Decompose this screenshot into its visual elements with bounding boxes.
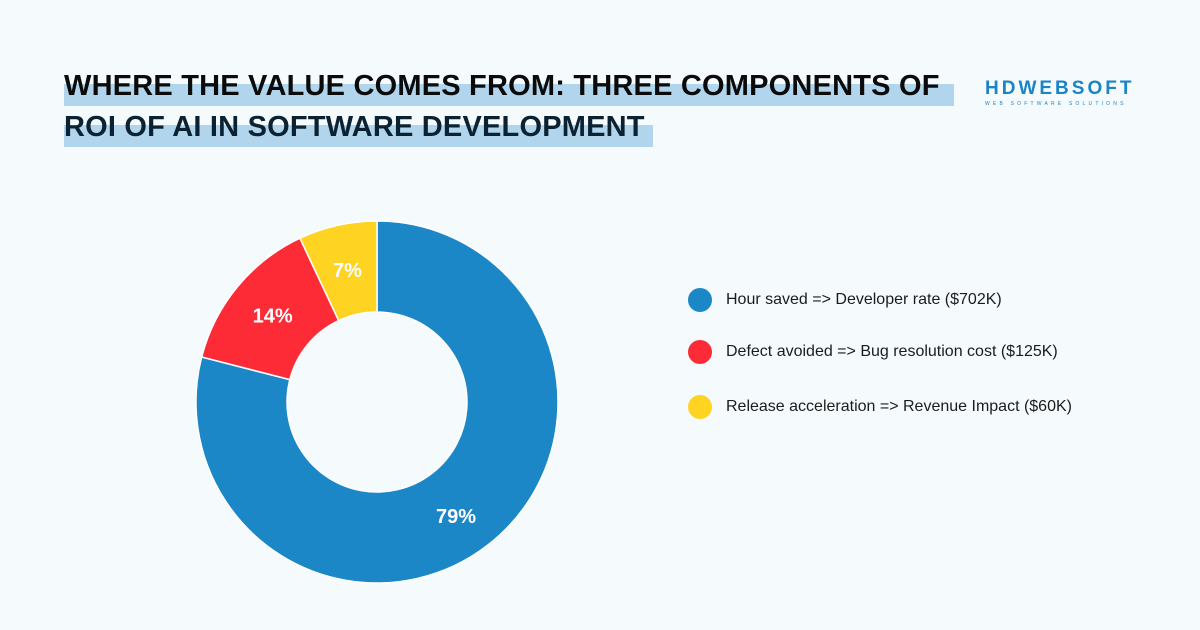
donut-slice (195, 220, 559, 584)
data-label: 14% (253, 306, 293, 328)
title-line-2: ROI OF AI IN SOFTWARE DEVELOPMENT (64, 111, 653, 147)
legend-swatch (688, 288, 712, 312)
legend-label: Hour saved => Developer rate ($702K) (726, 291, 1002, 308)
title-text-1: WHERE THE VALUE COMES FROM: THREE COMPON… (64, 70, 940, 102)
legend-label: Defect avoided => Bug resolution cost ($… (726, 343, 1058, 360)
data-label: 7% (333, 260, 362, 282)
title-line-1: WHERE THE VALUE COMES FROM: THREE COMPON… (64, 70, 954, 106)
legend-item: Defect avoided => Bug resolution cost ($… (688, 340, 1058, 364)
data-label: 79% (436, 506, 476, 528)
legend-item: Hour saved => Developer rate ($702K) (688, 288, 1002, 312)
donut-slice (298, 220, 378, 322)
legend-swatch (688, 340, 712, 364)
title-text-2: ROI OF AI IN SOFTWARE DEVELOPMENT (64, 111, 645, 143)
legend-swatch (688, 395, 712, 419)
logo: HDWEBSOFT WEB SOFTWARE SOLUTIONS (985, 78, 1134, 107)
logo-name: HDWEBSOFT (985, 78, 1135, 99)
legend-label: Release acceleration => Revenue Impact (… (726, 398, 1072, 415)
logo-tagline: WEB SOFTWARE SOLUTIONS (985, 101, 1127, 107)
legend-item: Release acceleration => Revenue Impact (… (688, 395, 1072, 419)
